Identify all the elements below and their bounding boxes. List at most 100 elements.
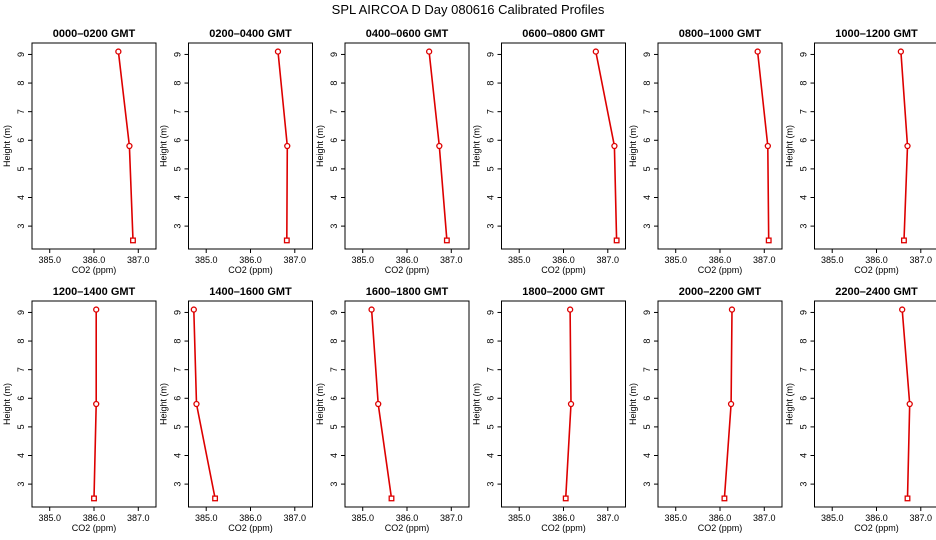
- x-tick-label: 385.0: [38, 255, 61, 265]
- y-axis-label: Height (m): [159, 125, 169, 167]
- panel-title: 1800–2000 GMT: [522, 286, 605, 298]
- panel-12: 2200–2400 GMT 385.0 386.0 387.0 3 4 5 6 7 8 9 CO2 (…: [785, 286, 936, 533]
- y-axis-label: Height (m): [159, 383, 169, 425]
- y-tick-label: 4: [799, 195, 809, 200]
- y-tick-label: 8: [16, 339, 26, 344]
- data-point: [566, 306, 574, 313]
- y-tick-label: 5: [329, 166, 339, 171]
- panel-title: 2200–2400 GMT: [835, 286, 918, 298]
- panel-1: 0000–0200 GMT 385.0 386.0 387.0 3 4 5 6 7 8 9 CO2 (…: [2, 28, 157, 275]
- x-tick-label: 386.0: [239, 255, 262, 265]
- data-point: [897, 48, 905, 55]
- y-tick-label: 4: [16, 195, 26, 200]
- y-tick-label: 9: [486, 310, 496, 315]
- y-tick-label: 5: [16, 166, 26, 171]
- x-tick-label: 385.0: [821, 513, 844, 523]
- y-tick-label: 3: [486, 482, 496, 487]
- y-tick-label: 7: [16, 367, 26, 372]
- y-tick-label: 5: [799, 424, 809, 429]
- y-tick-label: 9: [173, 310, 183, 315]
- y-tick-label: 5: [173, 166, 183, 171]
- y-tick-label: 5: [16, 424, 26, 429]
- x-tick-label: 387.0: [127, 513, 150, 523]
- x-tick-label: 386.0: [396, 255, 419, 265]
- panel-9: 1600–1800 GMT 385.0 386.0 387.0 3 4 5 6 7 8 9 CO2 (…: [315, 286, 470, 533]
- y-tick-label: 3: [799, 224, 809, 229]
- panel-title: 2000–2200 GMT: [679, 286, 762, 298]
- y-tick-label: 6: [799, 396, 809, 401]
- x-axis-label: CO2 (ppm): [541, 523, 586, 533]
- data-point: [567, 400, 575, 408]
- y-tick-label: 7: [486, 109, 496, 114]
- x-tick-label: 387.0: [753, 255, 776, 265]
- profile-line: [370, 309, 393, 499]
- y-tick-label: 4: [16, 453, 26, 458]
- panel-title: 0400–0600 GMT: [366, 28, 449, 40]
- data-point: [592, 48, 599, 55]
- panel-title: 0600–0800 GMT: [522, 28, 605, 40]
- y-tick-label: 7: [173, 367, 183, 372]
- data-point: [906, 400, 913, 408]
- data-point: [93, 306, 100, 313]
- x-tick-label: 386.0: [83, 513, 106, 523]
- panel-title: 1400–1600 GMT: [209, 286, 292, 298]
- x-tick-label: 387.0: [284, 255, 307, 265]
- x-axis-label: CO2 (ppm): [72, 523, 117, 533]
- panel-title: 0200–0400 GMT: [209, 28, 292, 40]
- data-point: [904, 142, 911, 150]
- panel-4: 0600–0800 GMT 385.0 386.0 387.0 3 4 5 6 7 8 9 CO2 (…: [472, 28, 626, 275]
- data-point-square: [212, 495, 219, 502]
- data-point: [284, 142, 291, 150]
- y-tick-label: 6: [173, 138, 183, 143]
- x-tick-label: 386.0: [396, 513, 419, 523]
- x-tick-label: 385.0: [351, 255, 374, 265]
- y-tick-label: 5: [486, 424, 496, 429]
- x-tick-label: 386.0: [709, 255, 732, 265]
- x-tick-label: 387.0: [597, 255, 620, 265]
- panel-3: 0400–0600 GMT 385.0 386.0 387.0 3 4 5 6 7 8 9 CO2 (…: [315, 28, 470, 275]
- plot-frame: [188, 300, 313, 508]
- x-tick-label: 386.0: [552, 255, 575, 265]
- data-point: [274, 48, 282, 55]
- panel-7: 1200–1400 GMT 385.0 386.0 387.0 3 4 5 6 7 8 9 CO2 (…: [2, 286, 157, 533]
- data-point: [193, 400, 200, 408]
- y-tick-label: 9: [329, 310, 339, 315]
- x-axis-label: CO2 (ppm): [698, 523, 743, 533]
- y-tick-label: 8: [329, 339, 339, 344]
- y-tick-label: 9: [16, 52, 26, 57]
- x-tick-label: 387.0: [127, 255, 150, 265]
- y-tick-label: 6: [799, 138, 809, 143]
- figure-title: SPL AIRCOA D Day 080616 Calibrated Profi…: [332, 2, 605, 17]
- panel-grid: 0000–0200 GMT 385.0 386.0 387.0 3 4 5 6 7 8 9 CO2 (…: [2, 28, 936, 533]
- y-tick-label: 9: [16, 310, 26, 315]
- panel-2: 0200–0400 GMT 385.0 386.0 387.0 3 4 5 6 7 8 9 CO2 (…: [159, 28, 313, 275]
- x-tick-label: 387.0: [753, 513, 776, 523]
- panel-title: 0000–0200 GMT: [53, 28, 136, 40]
- panel-title: 0800–1000 GMT: [679, 28, 762, 40]
- data-point: [425, 48, 433, 55]
- data-point: [764, 142, 771, 150]
- y-tick-label: 5: [173, 424, 183, 429]
- y-axis-label: Height (m): [785, 383, 795, 425]
- y-tick-label: 5: [642, 166, 652, 171]
- data-point: [727, 400, 735, 408]
- y-tick-label: 6: [16, 396, 26, 401]
- y-tick-label: 3: [486, 224, 496, 229]
- data-point-square: [388, 495, 395, 502]
- y-tick-label: 8: [329, 81, 339, 86]
- x-tick-label: 386.0: [709, 513, 732, 523]
- y-axis-label: Height (m): [472, 383, 482, 425]
- data-point: [190, 306, 197, 313]
- x-tick-label: 385.0: [821, 255, 844, 265]
- y-tick-label: 9: [173, 52, 183, 57]
- x-axis-label: CO2 (ppm): [228, 523, 273, 533]
- plot-frame: [814, 42, 936, 250]
- y-tick-label: 4: [329, 195, 339, 200]
- y-tick-label: 8: [799, 81, 809, 86]
- y-tick-label: 6: [642, 138, 652, 143]
- y-axis-label: Height (m): [628, 125, 638, 167]
- y-tick-label: 5: [486, 166, 496, 171]
- x-axis-label: CO2 (ppm): [228, 265, 273, 275]
- y-axis-label: Height (m): [315, 383, 325, 425]
- y-tick-label: 7: [642, 367, 652, 372]
